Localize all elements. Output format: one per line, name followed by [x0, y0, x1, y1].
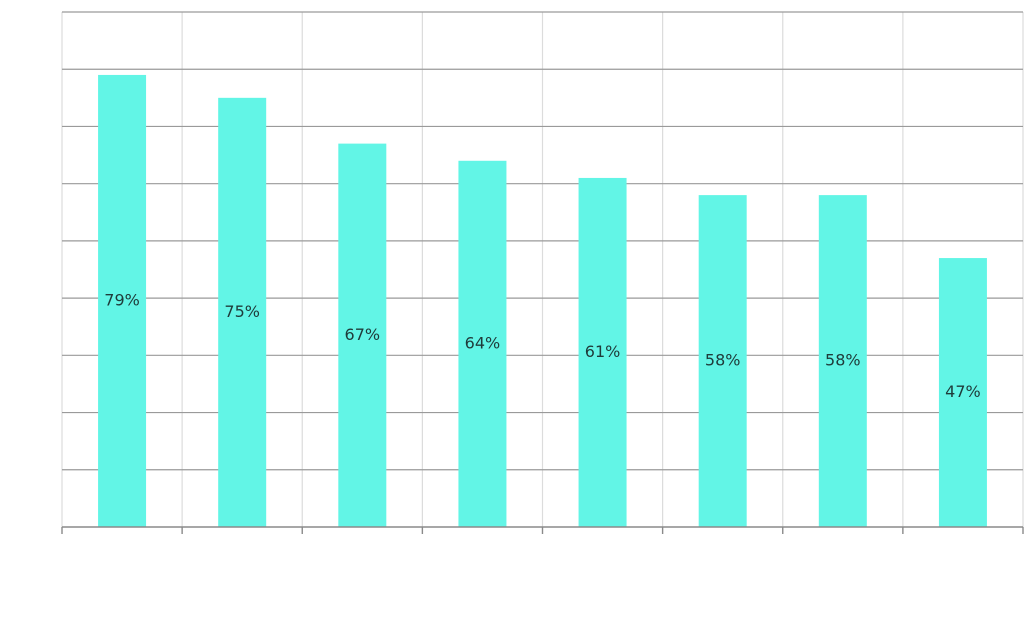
bar-value-label: 58% [705, 351, 741, 370]
bar-value-label: 64% [465, 333, 501, 352]
bar [98, 74, 147, 527]
bar [938, 258, 987, 527]
bar-value-label: 58% [825, 351, 861, 370]
bar-value-label: 47% [945, 382, 981, 401]
bar-value-label: 67% [345, 325, 381, 344]
bar-value-label: 75% [224, 302, 260, 321]
bar-value-label: 79% [104, 290, 140, 309]
bar [338, 143, 387, 527]
grid [61, 11, 1024, 527]
bar [818, 195, 867, 527]
bar [458, 160, 507, 527]
bar-value-label: 61% [585, 342, 621, 361]
bars [98, 74, 987, 527]
bar [218, 97, 267, 527]
data-labels: 79% 75% 67% 64% 61% 58% 58% 47% [104, 290, 980, 401]
x-axis [61, 526, 1024, 534]
bar [698, 195, 747, 527]
bar [578, 177, 627, 527]
